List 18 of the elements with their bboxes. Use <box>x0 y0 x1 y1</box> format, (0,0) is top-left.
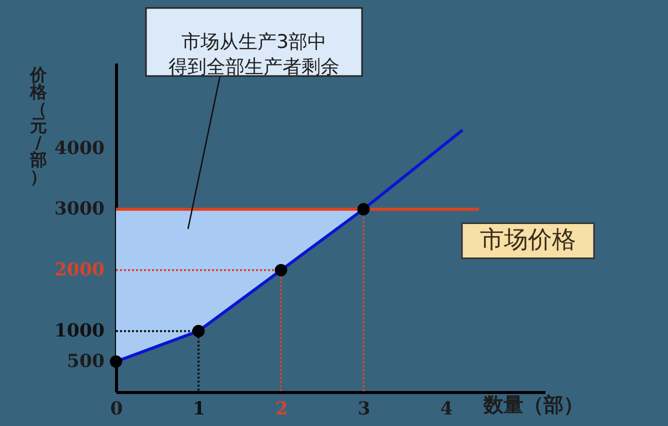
x-tick-label: 0 <box>110 398 123 420</box>
y-axis-title: 价格（元/部） <box>29 66 48 188</box>
y-tick-label: 3000 <box>54 198 104 220</box>
y-tick-label: 2000 <box>54 260 104 281</box>
series-label: 市场价格 <box>480 226 576 254</box>
y-tick-label: 1000 <box>54 320 104 342</box>
point <box>274 264 288 276</box>
point <box>357 203 370 216</box>
x-tick-label: 3 <box>358 398 370 420</box>
point <box>110 355 122 368</box>
x-axis-title: 数量（部） <box>482 392 584 416</box>
y-tick-label: 500 <box>66 351 104 372</box>
x-tick-label: 2 <box>275 398 288 420</box>
annotation: 市场从生产3部中得到全部生产者剩余 <box>168 31 340 78</box>
x-tick-label: 4 <box>440 398 453 420</box>
y-tick-label: 4000 <box>54 138 104 159</box>
point <box>192 324 205 338</box>
x-tick-label: 1 <box>192 398 206 420</box>
